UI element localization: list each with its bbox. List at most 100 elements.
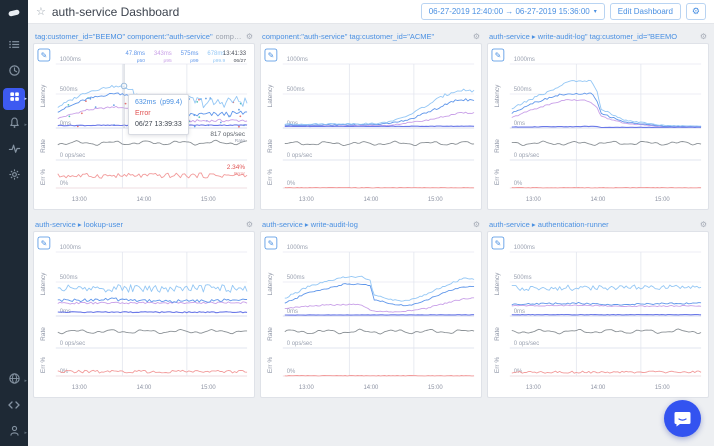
tooltip-value: 632ms (p99.4) [135,99,183,106]
favorite-star-icon[interactable]: ☆ [36,6,46,18]
svg-text:0%: 0% [287,369,296,375]
chart-tooltip: 632ms (p99.4) Error 06/27 13:39:33 [128,94,190,135]
chart-panel: auth-service ▸ lookup-user ⚙ 1000ms 500ms 0m… [33,217,255,398]
svg-text:Rate: Rate [494,139,501,153]
svg-text:✎: ✎ [495,239,502,248]
sidebar-item-help[interactable]: ▸ [0,368,28,394]
svg-text:0%: 0% [287,181,296,187]
panel-title-link[interactable]: component:"auth-service" tag:customer_id… [262,31,435,41]
chart-panel: auth-service ▸ write-audit-log" tag:cust… [487,29,709,210]
svg-text:13:00: 13:00 [72,385,88,391]
alerts-icon [8,116,21,134]
date-range-button[interactable]: 06-27-2019 12:40:00 → 06-27-2019 15:36:0… [420,3,605,20]
svg-text:0 ops/sec: 0 ops/sec [60,153,85,159]
caret-icon: ▸ [24,96,27,102]
svg-text:p50: p50 [137,58,145,64]
sidebar-item-account[interactable]: ▸ [0,420,28,446]
svg-text:575ms: 575ms [181,51,199,57]
sidebar-item-developer[interactable] [0,394,28,420]
svg-text:0ms: 0ms [287,309,298,315]
svg-text:0ms: 0ms [514,121,525,127]
monitoring-icon [8,142,21,160]
streams-icon [8,38,21,56]
svg-text:1000ms: 1000ms [287,245,308,251]
svg-text:Err %: Err % [494,169,501,185]
svg-text:15:00: 15:00 [201,197,217,203]
svg-text:15:00: 15:00 [655,197,671,203]
sidebar-item-monitoring[interactable] [0,138,28,164]
sidebar-item-dashboards[interactable]: ▸ [0,86,28,112]
app-logo [0,0,28,30]
chevron-down-icon: ▾ [593,9,597,15]
top-bar: ☆ auth-service Dashboard 06-27-2019 12:4… [28,0,714,24]
sidebar-item-clock[interactable] [0,60,28,86]
help-icon [8,372,21,390]
chart-panel: auth-service ▸ authentication-runner ⚙ 100… [487,217,709,398]
edit-chart-icon[interactable] [264,236,278,250]
svg-text:Err %: Err % [40,169,47,185]
svg-text:Err %: Err % [494,357,501,373]
svg-text:2.34%: 2.34% [227,164,246,171]
sidebar: ▸ ▸ ▸ ▸ [0,0,28,446]
svg-text:0 ops/sec: 0 ops/sec [514,153,539,159]
svg-text:Err %: Err % [40,357,47,373]
edit-chart-icon[interactable] [37,236,51,250]
dashboard-settings-button[interactable]: ⚙ [685,3,706,20]
sidebar-item-alerts[interactable]: ▸ [0,112,28,138]
edit-chart-icon[interactable] [491,236,505,250]
svg-text:0ms: 0ms [60,121,71,127]
chart-card: 1000ms 500ms 0ms 0 ops/sec 0% 13:00 14:00 15:00… [487,43,709,210]
svg-text:817 ops/sec: 817 ops/sec [210,131,245,138]
panel-settings-icon[interactable]: ⚙ [245,31,253,41]
svg-text:1000ms: 1000ms [60,57,81,63]
chat-button[interactable] [664,400,701,437]
panel-settings-icon[interactable]: ⚙ [245,219,253,229]
svg-text:1000ms: 1000ms [287,57,308,63]
svg-text:Latency: Latency [40,84,47,108]
panel-title-link[interactable]: auth-service ▸ write-audit-log [262,219,358,229]
dashboard-grid: tag:customer_id="BEEMO" component:"auth-… [28,24,714,446]
panel-settings-icon[interactable]: ⚙ [699,219,707,229]
edit-chart-icon[interactable] [491,48,505,62]
sidebar-item-settings[interactable] [0,164,28,190]
svg-text:500ms: 500ms [514,87,532,93]
chart-card: 1000ms 500ms 0ms 0 ops/sec 0% 13:00 14:00 15:00… [260,231,482,398]
svg-text:13:00: 13:00 [526,197,542,203]
svg-text:1000ms: 1000ms [514,57,535,63]
svg-text:13:00: 13:00 [299,385,315,391]
panel-title-row: tag:customer_id="BEEMO" component:"auth-… [33,29,255,43]
svg-text:0%: 0% [60,181,69,187]
svg-text:0 ops/sec: 0 ops/sec [287,153,312,159]
sidebar-item-streams[interactable] [0,34,28,60]
svg-text:Rate: Rate [40,327,47,341]
svg-text:Rate: Rate [494,327,501,341]
panel-title-link[interactable]: tag:customer_id="BEEMO" component:"auth-… [35,31,213,41]
svg-text:500ms: 500ms [60,87,78,93]
svg-text:500ms: 500ms [287,87,305,93]
date-range-label: 06-27-2019 12:40:00 → 06-27-2019 15:36:0… [428,7,590,16]
panel-title-link[interactable]: auth-service ▸ authentication-runner [489,219,609,229]
svg-text:500ms: 500ms [514,275,532,281]
svg-text:678ms: 678ms [207,51,225,57]
svg-text:Rate: Rate [267,327,274,341]
svg-text:Rate: Rate [40,139,47,153]
panel-settings-icon[interactable]: ⚙ [699,31,707,41]
panel-settings-icon[interactable]: ⚙ [472,219,480,229]
panel-title-link[interactable]: auth-service ▸ lookup-user [35,219,123,229]
svg-text:Latency: Latency [494,84,501,108]
chart-panel: tag:customer_id="BEEMO" component:"auth-… [33,29,255,210]
edit-chart-icon[interactable] [264,48,278,62]
edit-chart-icon[interactable] [37,48,51,62]
edit-dashboard-button[interactable]: Edit Dashboard [609,3,681,20]
svg-text:p99.9: p99.9 [213,58,226,64]
panel-title-link[interactable]: auth-service ▸ write-audit-log" tag:cust… [489,31,678,41]
svg-text:0ms: 0ms [514,309,525,315]
panel-settings-icon[interactable]: ⚙ [472,31,480,41]
svg-text:0 ops/sec: 0 ops/sec [287,341,312,347]
